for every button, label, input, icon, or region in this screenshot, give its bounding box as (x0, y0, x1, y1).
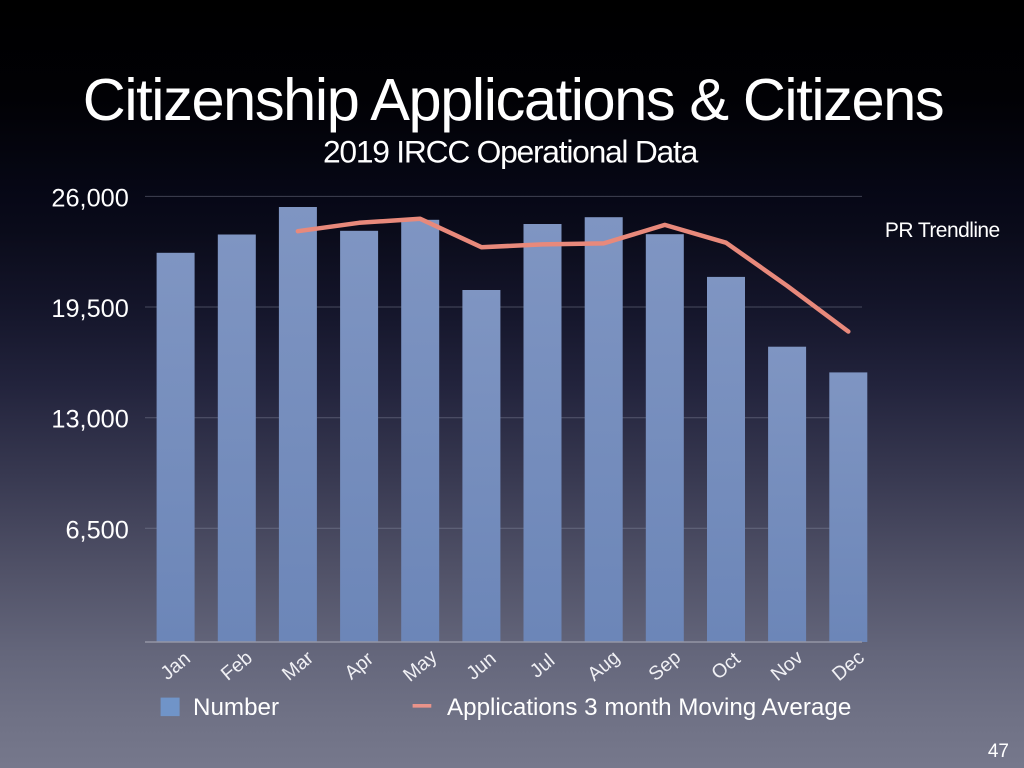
svg-text:Nov: Nov (767, 646, 808, 685)
svg-text:13,000: 13,000 (51, 406, 128, 434)
svg-text:47: 47 (988, 741, 1009, 762)
svg-text:Number: Number (193, 694, 279, 721)
svg-text:Sep: Sep (644, 646, 685, 685)
svg-text:Feb: Feb (217, 647, 257, 686)
svg-text:Aug: Aug (583, 646, 624, 685)
svg-text:PR Trendline: PR Trendline (885, 219, 1000, 242)
svg-text:Dec: Dec (828, 646, 869, 685)
svg-text:Applications 3 month Moving Av: Applications 3 month Moving Average (447, 694, 851, 721)
svg-text:Citizenship Applications & Cit: Citizenship Applications & Citizens (83, 66, 943, 133)
svg-text:May: May (399, 646, 442, 687)
svg-text:Apr: Apr (340, 648, 378, 685)
svg-text:26,000: 26,000 (51, 184, 128, 212)
svg-text:2019 IRCC Operational Data: 2019 IRCC Operational Data (323, 134, 699, 170)
svg-text:Mar: Mar (278, 646, 318, 685)
svg-text:Jan: Jan (156, 647, 194, 684)
svg-text:Jul: Jul (526, 650, 559, 683)
svg-text:Oct: Oct (707, 647, 745, 684)
svg-text:19,500: 19,500 (51, 295, 128, 323)
svg-text:Jun: Jun (462, 647, 500, 684)
svg-text:6,500: 6,500 (65, 516, 128, 544)
